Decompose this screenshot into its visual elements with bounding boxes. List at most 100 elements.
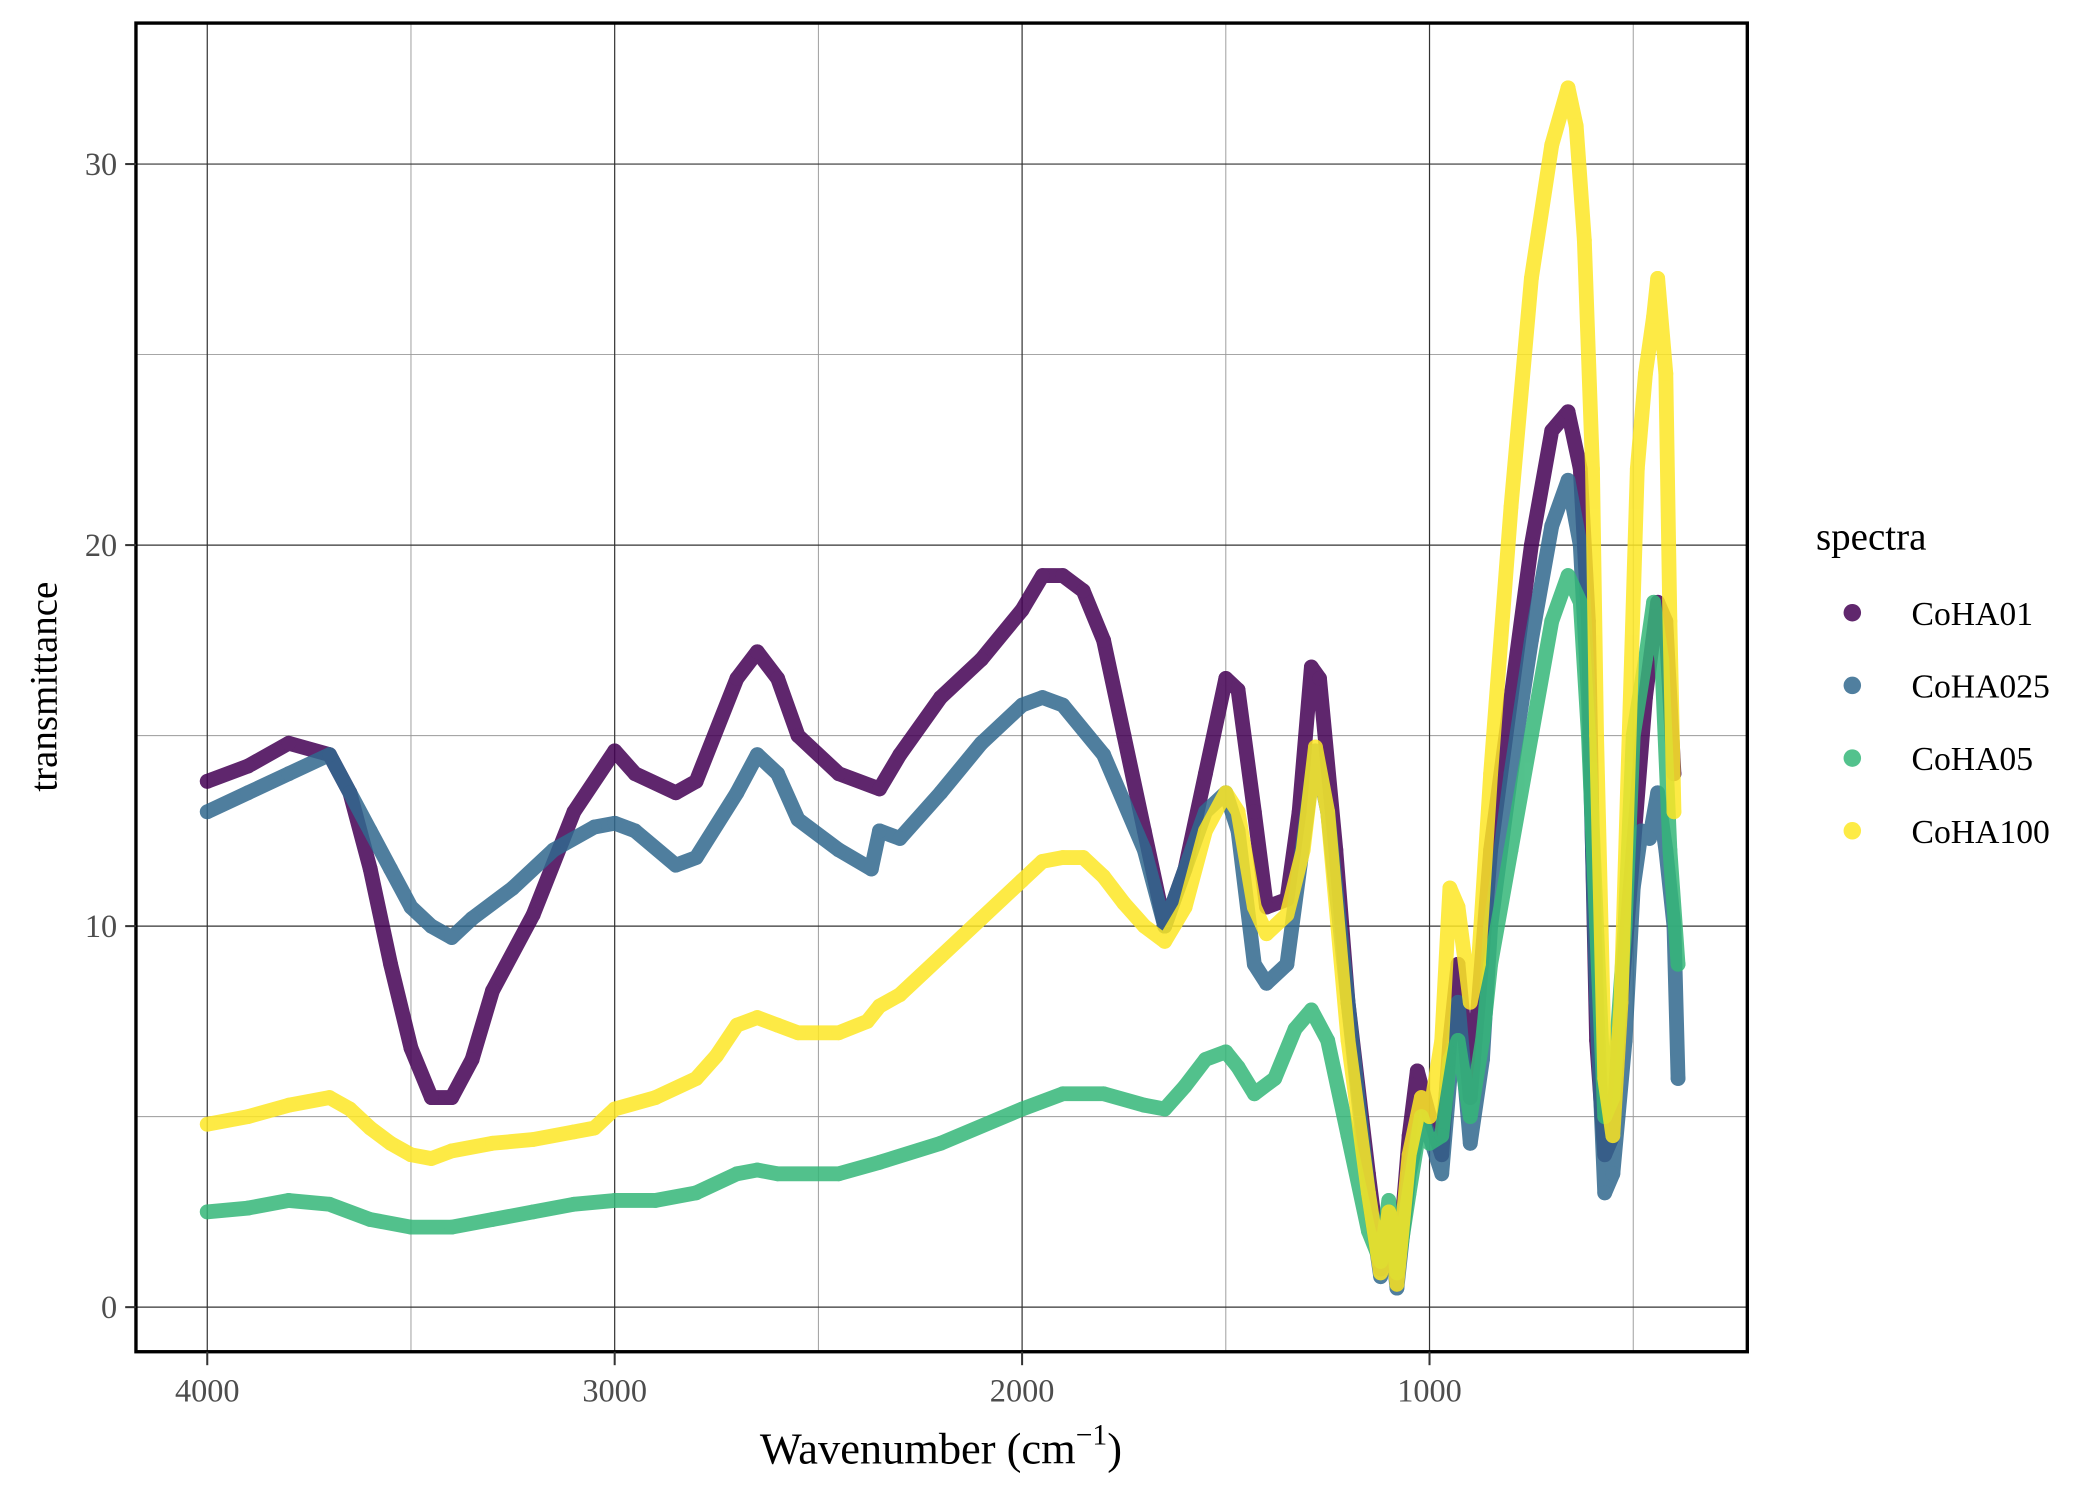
data-point bbox=[1014, 872, 1030, 888]
data-point bbox=[525, 907, 541, 923]
x-tick-label: 1000 bbox=[1397, 1373, 1462, 1409]
data-point bbox=[1422, 1135, 1437, 1151]
data-point bbox=[1589, 728, 1604, 744]
y-tick-label: 20 bbox=[85, 527, 117, 563]
data-point bbox=[1462, 994, 1478, 1010]
data-point bbox=[199, 773, 215, 789]
data-point bbox=[1662, 842, 1678, 858]
data-point bbox=[1638, 651, 1653, 667]
data-point bbox=[1662, 613, 1678, 629]
data-point bbox=[1035, 690, 1050, 705]
data-point bbox=[1650, 270, 1666, 286]
x-tick-label: 4000 bbox=[175, 1373, 240, 1409]
data-point bbox=[1462, 1135, 1478, 1151]
data-point bbox=[1544, 518, 1560, 534]
data-point bbox=[586, 1120, 602, 1136]
data-point bbox=[240, 1109, 256, 1125]
data-point bbox=[1544, 137, 1560, 153]
data-point bbox=[933, 1135, 949, 1151]
data-point bbox=[1096, 747, 1111, 763]
data-point bbox=[1503, 842, 1519, 858]
data-point bbox=[199, 804, 215, 820]
data-point bbox=[1585, 461, 1600, 477]
data-point bbox=[749, 644, 765, 660]
data-point bbox=[1267, 1071, 1283, 1086]
data-point bbox=[1246, 804, 1262, 820]
x-axis-label: Wavenumber (cm−1) bbox=[760, 1420, 1122, 1474]
data-point bbox=[1055, 1086, 1071, 1102]
data-point bbox=[1450, 1033, 1466, 1048]
data-point bbox=[342, 1101, 358, 1117]
data-point bbox=[281, 735, 297, 751]
data-point bbox=[1246, 899, 1262, 915]
data-point bbox=[1230, 1059, 1246, 1075]
data-point bbox=[1287, 1021, 1303, 1037]
data-point bbox=[423, 1151, 439, 1166]
data-point bbox=[729, 1166, 745, 1182]
data-point bbox=[1523, 728, 1539, 744]
data-point bbox=[607, 1193, 623, 1208]
data-point bbox=[1666, 804, 1682, 820]
data-point bbox=[485, 1135, 500, 1151]
x-tick-label: 2000 bbox=[990, 1373, 1055, 1409]
data-point bbox=[1136, 918, 1152, 934]
data-point bbox=[199, 1116, 215, 1132]
legend-key-CoHA100 bbox=[1843, 822, 1862, 840]
data-point bbox=[607, 815, 623, 831]
data-point bbox=[1320, 1033, 1336, 1048]
data-point bbox=[1096, 1086, 1111, 1102]
data-point bbox=[1246, 1086, 1262, 1102]
data-point bbox=[1177, 899, 1193, 915]
data-point bbox=[423, 918, 439, 934]
data-point bbox=[607, 1101, 623, 1117]
data-point bbox=[892, 747, 908, 763]
data-point bbox=[1629, 461, 1645, 477]
data-point bbox=[1560, 568, 1576, 583]
data-point bbox=[1503, 766, 1519, 782]
data-point bbox=[872, 823, 887, 839]
data-point bbox=[1075, 850, 1091, 865]
data-point bbox=[1422, 1109, 1437, 1125]
data-point bbox=[1230, 682, 1246, 698]
data-point bbox=[1523, 632, 1539, 648]
data-point bbox=[933, 785, 949, 801]
data-point bbox=[1523, 270, 1539, 286]
data-point bbox=[1646, 594, 1662, 610]
data-point bbox=[973, 651, 989, 667]
legend-label: CoHA100 bbox=[1912, 814, 2050, 851]
data-point bbox=[525, 1204, 541, 1220]
data-point bbox=[525, 1132, 541, 1147]
data-point bbox=[586, 819, 602, 835]
data-point bbox=[281, 766, 297, 782]
data-point bbox=[362, 1120, 378, 1136]
legend-label: CoHA025 bbox=[1912, 669, 2050, 706]
legend-key-CoHA025 bbox=[1843, 676, 1862, 695]
data-point bbox=[790, 812, 806, 827]
data-point bbox=[423, 1090, 439, 1105]
data-point bbox=[648, 1193, 663, 1208]
data-point bbox=[1413, 1090, 1429, 1105]
data-point bbox=[1116, 728, 1132, 744]
data-point bbox=[1381, 1193, 1397, 1208]
data-point bbox=[1450, 899, 1466, 915]
data-point bbox=[1312, 671, 1327, 686]
data-point bbox=[1246, 956, 1262, 972]
data-point bbox=[872, 998, 887, 1014]
data-point bbox=[668, 785, 684, 801]
data-point bbox=[1308, 739, 1323, 755]
data-point bbox=[790, 1025, 806, 1041]
data-point bbox=[1014, 697, 1030, 713]
data-point bbox=[770, 1166, 786, 1182]
data-point bbox=[1462, 1109, 1478, 1125]
data-point bbox=[1198, 1052, 1213, 1067]
panel-border bbox=[134, 21, 1749, 1354]
data-point bbox=[729, 785, 745, 801]
data-point bbox=[1340, 1128, 1356, 1144]
data-point bbox=[322, 747, 337, 763]
data-point bbox=[505, 880, 521, 896]
data-point bbox=[1381, 1204, 1397, 1220]
data-point bbox=[1434, 1166, 1450, 1182]
data-point bbox=[859, 1013, 875, 1029]
data-point bbox=[444, 1143, 460, 1159]
